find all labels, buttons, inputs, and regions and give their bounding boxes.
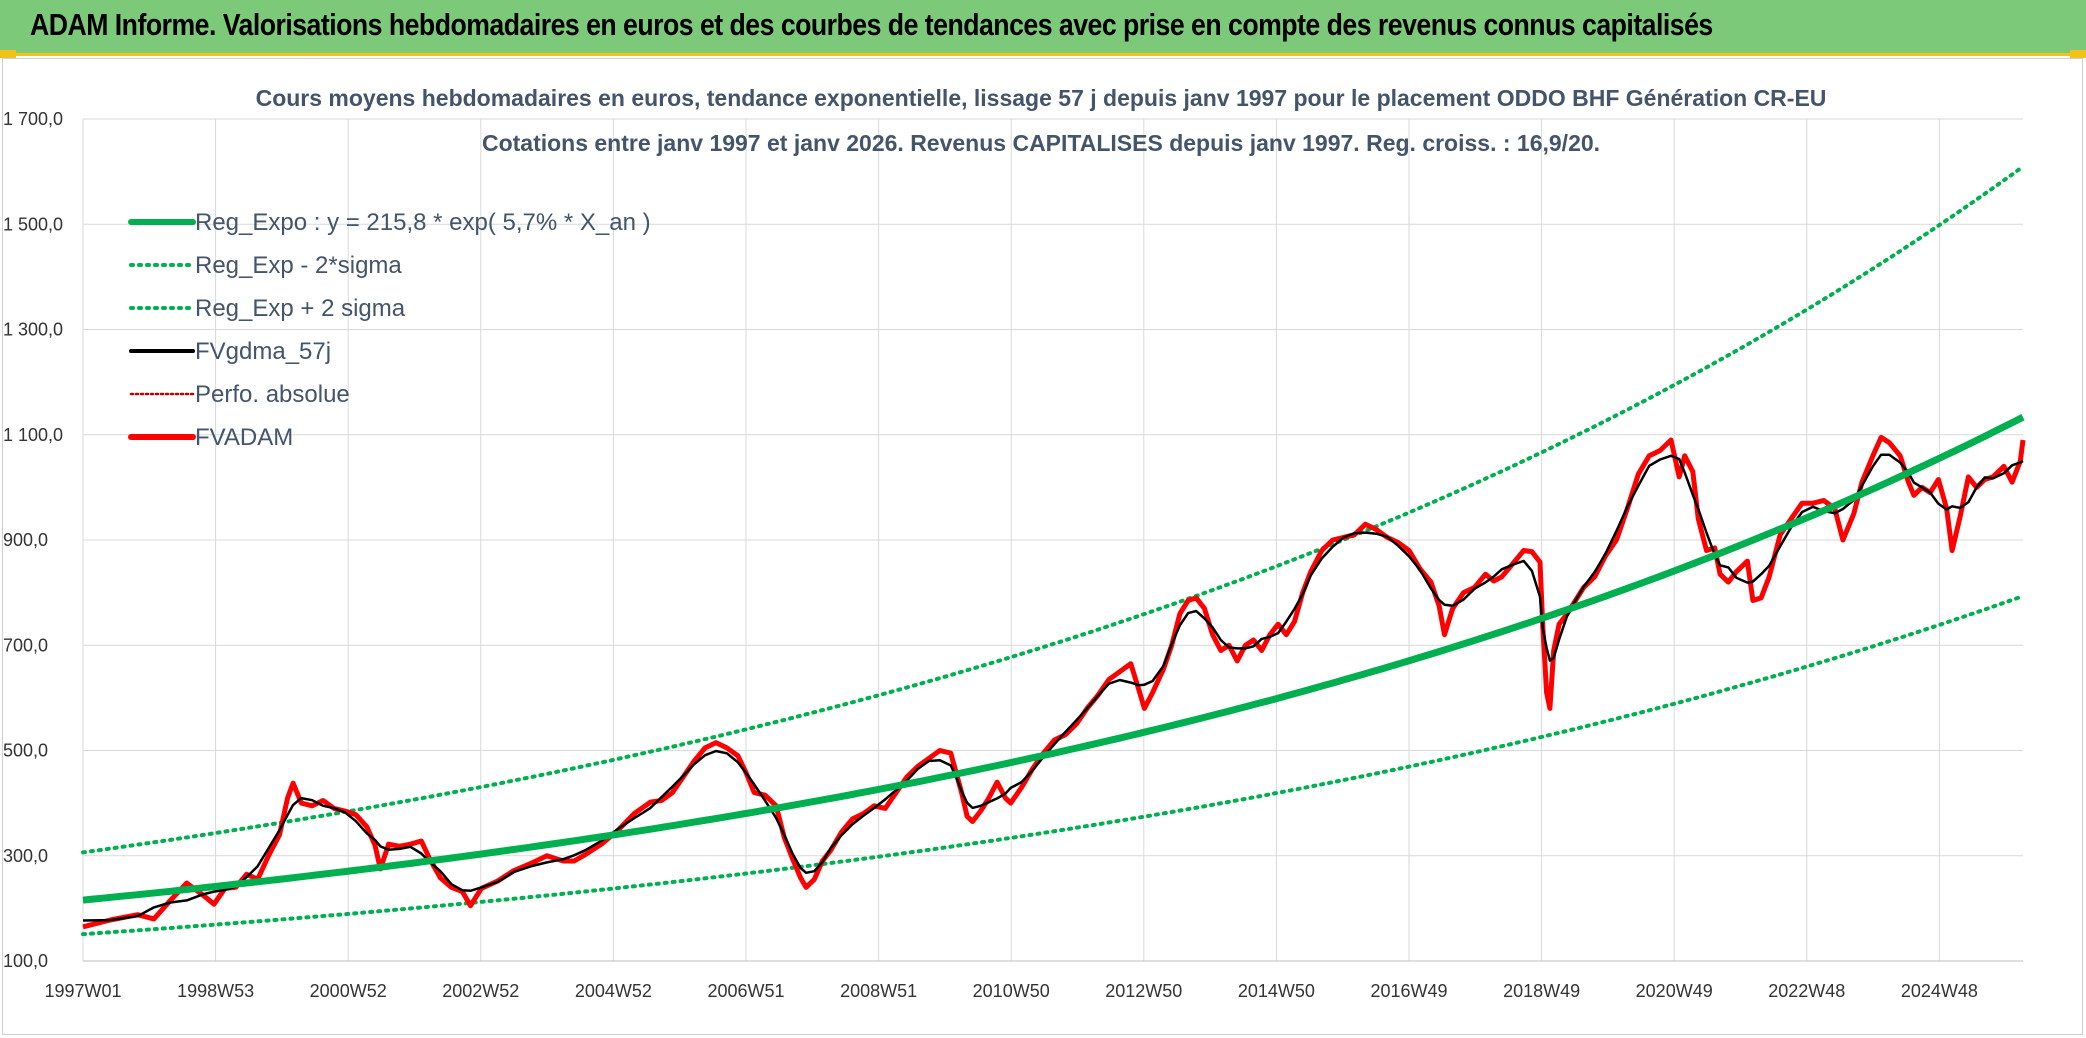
y-tick-label: 500,0 (3, 741, 48, 761)
x-tick-label: 1997W01 (44, 981, 121, 1001)
x-tick-label: 2002W52 (442, 981, 519, 1001)
trend-lower-line (81, 594, 2025, 937)
y-tick-label: 100,0 (3, 951, 48, 971)
y-tick-label: 1 300,0 (3, 320, 63, 340)
fvgdma-57j-line (82, 453, 2024, 922)
y-tick-label: 1 100,0 (3, 425, 63, 445)
x-tick-label: 2024W48 (1901, 981, 1978, 1001)
x-tick-label: 2006W51 (707, 981, 784, 1001)
legend-label: Perfo. absolue (195, 381, 350, 408)
fvadam-line (82, 434, 2026, 930)
legend-label: Reg_Exp - 2*sigma (195, 252, 402, 279)
report-title: ADAM Informe. Valorisations hebdomadaire… (30, 7, 1713, 42)
report-banner: ADAM Informe. Valorisations hebdomadaire… (0, 0, 2086, 56)
x-tick-label: 1998W53 (177, 981, 254, 1001)
chart-legend: Reg_Expo : y = 215,8 * exp( 5,7% * X_an … (128, 209, 651, 451)
x-axis-ticks: 1997W01 1998W53 2000W52 2002W52 2004W52 2006W… (44, 981, 1977, 1001)
chart-title: Cours moyens hebdomadaires en euros, ten… (256, 85, 1827, 111)
legend-label: FVgdma_57j (195, 338, 331, 365)
banner-corner-mark-right (2070, 50, 2086, 58)
y-tick-label: 1 500,0 (3, 214, 63, 234)
price-lines (82, 434, 2026, 930)
x-tick-label: 2010W50 (973, 981, 1050, 1001)
chart-grid (82, 118, 2023, 962)
x-tick-label: 2000W52 (310, 981, 387, 1001)
y-tick-label: 300,0 (3, 846, 48, 866)
trend-upper-line (81, 164, 2025, 855)
y-axis-ticks: 100,0 300,0 500,0 700,0 900,0 1 100,0 1 300,0 1… (3, 109, 63, 971)
legend-label: Reg_Exp + 2 sigma (195, 295, 406, 322)
x-tick-label: 2018W49 (1503, 981, 1580, 1001)
chart-frame: 100,0 300,0 500,0 700,0 900,0 1 100,0 1 300,0 1… (2, 58, 2083, 1035)
trend-lines (81, 164, 2025, 937)
x-tick-label: 2016W49 (1370, 981, 1447, 1001)
trend-main-line (82, 413, 2025, 904)
y-tick-label: 1 700,0 (3, 109, 63, 129)
x-tick-label: 2008W51 (840, 981, 917, 1001)
x-tick-label: 2022W48 (1768, 981, 1845, 1001)
legend-label: FVADAM (195, 424, 293, 451)
legend-label: Reg_Expo : y = 215,8 * exp( 5,7% * X_an … (195, 209, 651, 236)
chart-subtitle: Cotations entre janv 1997 et janv 2026. … (482, 130, 1600, 156)
y-tick-label: 700,0 (3, 635, 48, 655)
y-tick-label: 900,0 (3, 530, 48, 550)
banner-corner-mark-left (0, 50, 16, 58)
x-tick-label: 2020W49 (1636, 981, 1713, 1001)
x-tick-label: 2014W50 (1238, 981, 1315, 1001)
chart-canvas: 100,0 300,0 500,0 700,0 900,0 1 100,0 1 300,0 1… (3, 85, 2026, 1001)
x-tick-label: 2004W52 (575, 981, 652, 1001)
x-tick-label: 2012W50 (1105, 981, 1182, 1001)
